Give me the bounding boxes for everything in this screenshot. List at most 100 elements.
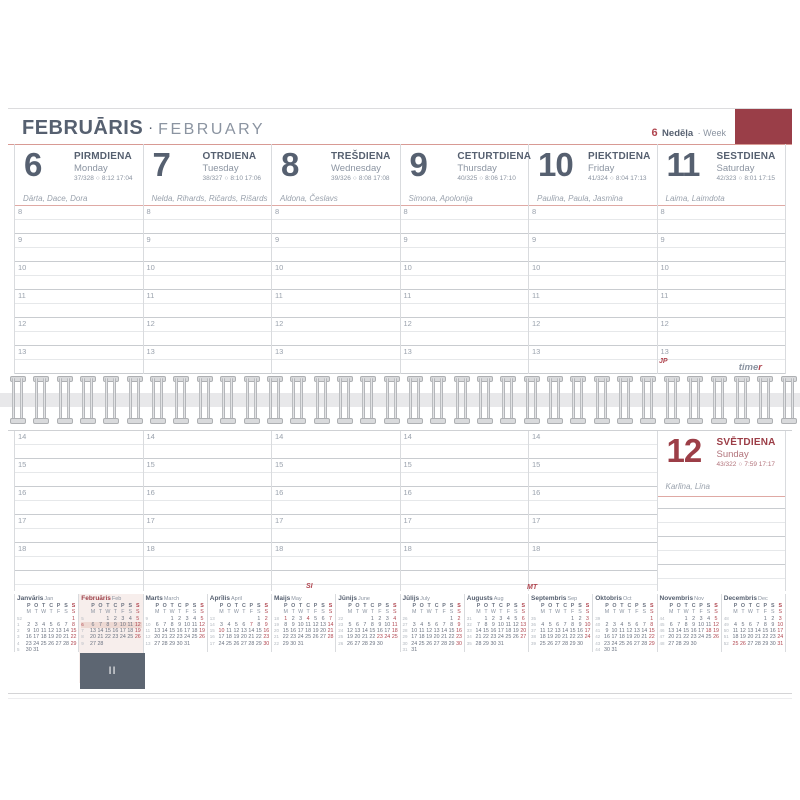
mini-day: 9 — [27, 628, 31, 635]
mini-day: 6 — [435, 621, 439, 628]
dow-en: T — [113, 609, 117, 616]
dow-lv: S — [192, 603, 197, 609]
dow-lv: T — [234, 603, 239, 609]
mini-month-name-lv: Novembris — [659, 595, 694, 602]
mini-day: 12 — [312, 621, 319, 628]
mini-day: 27 — [240, 640, 247, 647]
mini-month-title: OktobrisOct — [595, 595, 655, 603]
dow-en: T — [563, 609, 567, 616]
hour-label: 15 — [18, 460, 27, 469]
week-num: 18 — [274, 615, 280, 621]
mini-month-title: SeptembrisSep — [531, 595, 591, 603]
dow-en: F — [699, 609, 703, 616]
mini-day: 23 — [376, 634, 383, 641]
mini-day: 2 — [605, 621, 609, 628]
week-num: 6 — [81, 621, 90, 629]
mini-day: 19 — [512, 628, 519, 635]
mini-day: 25 — [618, 640, 625, 647]
mini-day: 28 — [475, 640, 482, 647]
mini-day — [626, 647, 633, 653]
mini-day: 16 — [290, 628, 297, 635]
mini-day: 24 — [611, 640, 618, 647]
mini-month-name-lv: Aprīlis — [209, 595, 230, 602]
dow-en: M — [347, 609, 353, 616]
mini-day — [512, 641, 519, 647]
mini-day: 1 — [106, 615, 110, 622]
hour-row: 18 — [529, 543, 657, 571]
week-num: 10 — [145, 621, 151, 627]
mini-month-name-en: July — [420, 596, 430, 602]
mini-day: 21 — [754, 634, 761, 641]
mini-day: 13 — [747, 628, 754, 635]
hour-row: 14 — [400, 431, 528, 459]
week-num: 8 — [81, 634, 84, 640]
mini-day: 25 — [391, 634, 398, 641]
mini-day: 14 — [97, 628, 104, 635]
mini-day: 28 — [562, 640, 569, 647]
mini-day: 25 — [305, 634, 312, 641]
dow-en: T — [627, 609, 631, 616]
dow-en: T — [355, 609, 360, 616]
hour-row: 17 — [15, 515, 143, 543]
mini-day: 7 — [442, 621, 446, 628]
mini-day: 16 — [690, 628, 697, 635]
dow-lv: P — [605, 603, 609, 609]
hour-row: 8 — [15, 206, 143, 234]
mini-day: 30 — [577, 640, 583, 647]
mini-day — [327, 641, 334, 647]
sun-times: 7:59 17:17 — [744, 461, 776, 468]
dow-lv: P — [283, 603, 288, 609]
hour-label: 17 — [403, 516, 412, 525]
mini-day: 27 — [668, 640, 675, 647]
mini-month-title: AprīlisApril — [210, 595, 270, 603]
mini-calendar-sep: SeptembrisSep P O T C P S S M T W T F S S 35 1 2 3 36 4 5 6 7 8 9… — [529, 594, 594, 652]
mini-day: 22 — [104, 634, 111, 641]
hour-row: 12 — [657, 318, 785, 346]
dow-lv: S — [778, 603, 783, 609]
mini-day: 25 — [40, 640, 47, 647]
mini-day: 19 — [199, 628, 205, 635]
mini-day: 4 — [620, 621, 624, 628]
week-num: 48 — [723, 615, 729, 621]
dow-lv: S — [321, 603, 325, 609]
week-num: 5 — [17, 647, 20, 653]
dow-lv: S — [200, 603, 204, 609]
dow-en: S — [449, 609, 454, 616]
dow-lv: P — [476, 603, 481, 609]
mini-day: 10 — [611, 628, 618, 635]
mini-month-grid: P O T C P S S M T W T F S S 35 1 2 3 36 4 5 6 7 8 9 10 37 11 12 13 14 1… — [531, 603, 591, 647]
mini-day: 29 — [648, 640, 655, 647]
dow-en: F — [378, 609, 382, 616]
mini-day: 27 — [320, 634, 326, 641]
mini-day: 27 — [55, 640, 62, 647]
day-column: 14 15 16 17 18 — [272, 431, 401, 591]
year-calendar-strip: JanvārisJan P O T C P S S M T W T F S S 52 1 1 2 3 4 5 6 7 8 2 9 10… — [14, 594, 786, 683]
dow-en: S — [778, 609, 783, 616]
mini-day: 25 — [732, 640, 739, 647]
mini-day: 18 — [418, 634, 425, 641]
week-num: 31 — [466, 615, 472, 621]
mini-day: 30 — [456, 640, 462, 647]
mini-day: 24 — [777, 634, 784, 641]
mini-day: 1 — [284, 615, 288, 622]
day-info: 40/325 ○ 8:06 17:10 — [457, 175, 528, 182]
hour-label: 16 — [532, 488, 541, 497]
mini-month-grid: P O T C P S S M T W T F S S 44 1 2 3 4 5 45 6 7 8 9 10 11 12 46 13 14 1… — [660, 603, 720, 647]
mini-day: 17 — [411, 634, 418, 641]
mini-day: 12 — [233, 628, 240, 635]
week-num: 36 — [531, 621, 537, 627]
mini-day — [705, 641, 712, 647]
mini-day: 13 — [554, 628, 561, 635]
mini-day — [47, 647, 54, 653]
week-num: 29 — [402, 634, 408, 640]
dow-lv: C — [370, 603, 375, 609]
dow-en: M — [412, 609, 417, 616]
mini-day — [312, 641, 319, 647]
mini-day: 4 — [707, 615, 711, 622]
name-days: Nelda, Rihards, Ričards, Rišards — [143, 191, 271, 206]
dow-en: T — [741, 609, 745, 616]
mini-day: 3 — [385, 615, 389, 622]
week-num: 35 — [466, 640, 472, 646]
week-num: 35 — [531, 615, 537, 621]
dow-lv: O — [676, 603, 681, 609]
